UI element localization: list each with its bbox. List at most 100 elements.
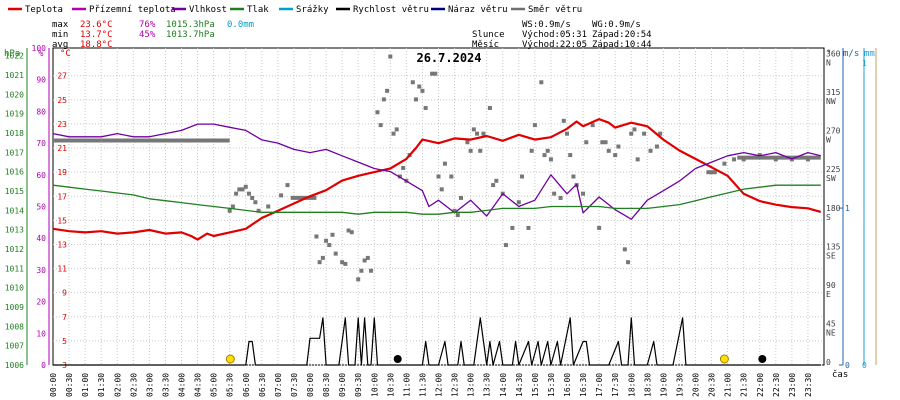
moon-marker-moonset bbox=[393, 355, 402, 363]
press-tick-label: 1011 bbox=[5, 264, 24, 273]
sun-marker-sunset bbox=[719, 354, 729, 364]
wind-direction-point bbox=[356, 277, 361, 282]
wind-direction-point bbox=[388, 54, 393, 59]
wind-direction-point bbox=[391, 131, 396, 136]
x-tick-label: 00:30 bbox=[65, 373, 74, 397]
x-tick-label: 18:00 bbox=[627, 373, 636, 397]
press-tick-label: 1014 bbox=[5, 206, 24, 215]
axes: 00:00 00:30 01:00 01:30 02:00 02:30 03:00 03:30… bbox=[5, 44, 877, 397]
wind-direction-point bbox=[333, 251, 338, 256]
wind-direction-point bbox=[603, 140, 608, 145]
wind-speed-info: WS:0.9m/s bbox=[522, 20, 571, 30]
rain-tick-label: 1 bbox=[862, 59, 867, 68]
wind-direction-point bbox=[423, 105, 428, 110]
dir-tick-label: 270 bbox=[826, 127, 841, 136]
x-tick-label: 08:30 bbox=[322, 373, 331, 397]
legend-label: Srážky bbox=[296, 5, 329, 15]
wind-direction-point bbox=[349, 230, 354, 235]
wind-direction-point bbox=[565, 131, 569, 136]
wind-direction-point bbox=[510, 225, 515, 230]
press-tick-label: 1015 bbox=[5, 187, 24, 196]
astro-block: WS:0.9m/s WG:0.9m/s Slunce Východ:05:31 … bbox=[472, 20, 652, 50]
grid bbox=[53, 48, 824, 366]
wind-direction-point bbox=[597, 225, 602, 230]
x-axis-unit: čas bbox=[832, 369, 848, 380]
wind-direction-point bbox=[520, 174, 525, 179]
x-tick-label: 05:30 bbox=[226, 373, 235, 397]
wind-direction-point bbox=[250, 195, 255, 200]
moon-label: Měsíc bbox=[472, 40, 499, 50]
sun-label: Slunce bbox=[472, 30, 505, 40]
wind-direction-point bbox=[455, 213, 460, 218]
temp-tick-label: 25 bbox=[57, 96, 67, 105]
wind-direction-point bbox=[709, 170, 714, 175]
x-tick-label: 06:00 bbox=[242, 373, 251, 397]
wind-direction-point bbox=[642, 131, 647, 136]
wind-direction-point bbox=[439, 187, 444, 192]
wind-direction-point bbox=[234, 191, 239, 196]
wind-direction-point bbox=[365, 255, 370, 260]
temp-tick-label: 13 bbox=[57, 240, 67, 249]
wind-direction-point bbox=[381, 97, 386, 102]
hum-tick-label: 50 bbox=[36, 203, 46, 212]
temp-tick-label: 23 bbox=[57, 120, 67, 129]
x-tick-label: 17:00 bbox=[595, 373, 604, 397]
moonset-time: Západ:10:44 bbox=[592, 40, 652, 50]
wind-direction-point bbox=[539, 80, 544, 85]
stats-max-rain: 0.0mm bbox=[227, 20, 254, 30]
wind-axis-unit: m/s bbox=[843, 49, 859, 59]
wind-direction-point bbox=[243, 184, 248, 189]
x-tick-label: 14:30 bbox=[515, 373, 524, 397]
press-tick-label: 1006 bbox=[5, 361, 24, 370]
wind-direction-point bbox=[613, 153, 618, 158]
wind-direction-point bbox=[401, 165, 406, 170]
wind-direction-point bbox=[343, 261, 348, 266]
temp-tick-label: 5 bbox=[62, 337, 67, 346]
x-tick-label: 01:30 bbox=[97, 373, 106, 397]
wind-direction-point bbox=[385, 88, 390, 93]
hum-tick-label: 0 bbox=[41, 361, 46, 370]
wind-gust-info: WG:0.9m/s bbox=[592, 20, 641, 30]
x-tick-label: 21:00 bbox=[724, 373, 733, 397]
wind-direction-point bbox=[571, 174, 576, 179]
stats-max-hum: 76% bbox=[139, 20, 156, 30]
wind-direction-point bbox=[227, 208, 232, 213]
press-tick-label: 1016 bbox=[5, 168, 24, 177]
hum-tick-label: 30 bbox=[36, 266, 46, 275]
wind-direction-point bbox=[378, 123, 383, 128]
stats-max-temp: 23.6°C bbox=[80, 20, 113, 30]
stats-min-hum: 45% bbox=[139, 30, 156, 40]
temp-tick-label: 19 bbox=[57, 168, 67, 177]
wind-direction-point bbox=[285, 183, 290, 188]
temp-tick-label: 21 bbox=[57, 144, 67, 153]
series-line-press bbox=[52, 184, 821, 215]
legend-label: Náraz větru bbox=[448, 5, 508, 15]
dir-tick-label: 0 bbox=[826, 358, 831, 367]
wind-direction-point bbox=[414, 97, 419, 102]
wind-direction-point bbox=[581, 191, 586, 196]
dir-compass-label: E bbox=[826, 290, 831, 299]
press-tick-label: 1012 bbox=[5, 245, 24, 254]
dir-compass-label: NW bbox=[826, 97, 836, 106]
temp-tick-label: 7 bbox=[62, 313, 67, 322]
wind-direction-point bbox=[548, 157, 553, 162]
wind-direction-point bbox=[417, 84, 422, 89]
wind-direction-point bbox=[532, 123, 537, 128]
x-tick-label: 10:00 bbox=[370, 373, 379, 397]
wind-tick-label: 1 bbox=[845, 204, 850, 213]
x-tick-label: 03:30 bbox=[161, 373, 170, 397]
wind-direction-point bbox=[629, 131, 634, 136]
x-tick-label: 08:00 bbox=[306, 373, 315, 397]
x-tick-label: 16:00 bbox=[563, 373, 572, 397]
press-tick-label: 1013 bbox=[5, 226, 24, 235]
wind-direction-point bbox=[606, 148, 611, 153]
x-tick-label: 00:00 bbox=[49, 373, 58, 397]
temp-axis-unit: °C bbox=[60, 49, 71, 59]
wind-direction-point bbox=[590, 123, 595, 128]
legend-label: Vlhkost bbox=[189, 5, 227, 15]
wind-direction-point bbox=[471, 127, 476, 132]
wind-direction-point bbox=[359, 268, 364, 273]
wind-direction-point bbox=[732, 157, 737, 162]
x-tick-label: 23:30 bbox=[804, 373, 813, 397]
press-axis-unit: hPa bbox=[4, 49, 20, 59]
